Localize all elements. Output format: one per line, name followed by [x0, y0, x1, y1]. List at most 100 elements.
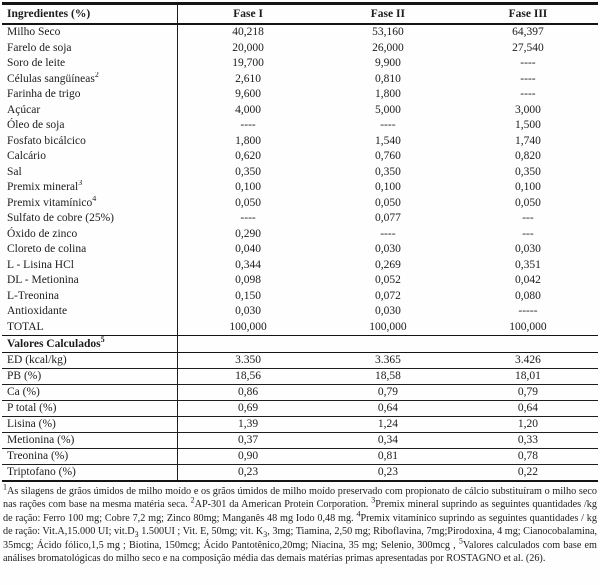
- table-row: DL - Metionina 0,098 0,052 0,042: [2, 273, 598, 289]
- cell-value: 0,351: [515, 258, 541, 271]
- cell-value: 0,030: [374, 305, 401, 317]
- cell-value: 0,072: [374, 289, 401, 302]
- table-footnotes: 1As silagens de grãos úmidos de milho mo…: [3, 482, 598, 565]
- row-label: Células sangüíneas2: [2, 71, 179, 87]
- row-label: DL - Metionina: [2, 273, 179, 289]
- cell-value: 1,24: [377, 418, 398, 430]
- cell-value: 3.426: [515, 354, 541, 366]
- row-label: Premix mineral3: [2, 180, 179, 196]
- table-row: Antioxidante 0,030 0,030 -----: [2, 304, 598, 320]
- table-row: Cloreto de colina 0,040 0,030 0,030: [2, 242, 598, 258]
- footnote-marker-4: 4: [92, 195, 97, 203]
- table-row: Triptofano (%) 0,23 0,23 0,22: [2, 464, 598, 481]
- cell-value: 0,37: [238, 434, 259, 446]
- table-row: Premix mineral3 0,100 0,100 0,100: [2, 180, 598, 196]
- footnote-superscript-2: 2: [190, 496, 195, 506]
- table-header: Ingredientes (%) Fase I Fase II Fase III: [2, 3, 598, 24]
- table-row: L-Treonina 0,150 0,072 0,080: [2, 288, 598, 304]
- row-label: Ca (%): [2, 384, 179, 401]
- table-row: Células sangüíneas2 2,610 0,810 ----: [2, 71, 598, 87]
- cell-value: 0,760: [374, 150, 401, 162]
- footnote-superscript-1: 1: [3, 482, 7, 492]
- cell-value: 18,56: [235, 370, 262, 382]
- cell-value: 0,052: [374, 274, 401, 286]
- cell-value: ----: [380, 227, 396, 240]
- empty-cell: [458, 336, 598, 353]
- table-row: Premix vitamínico4 0,050 0,050 0,050: [2, 195, 598, 211]
- table-row: Metionina (%) 0,37 0,34 0,33: [2, 432, 598, 449]
- cell-value: 53,160: [372, 26, 404, 38]
- cell-value: 0,030: [235, 305, 262, 317]
- table-row: Farelo de soja 20,000 26,000 27,540: [2, 40, 598, 56]
- cell-value: 1,500: [515, 119, 541, 131]
- row-label: P total (%): [2, 400, 179, 417]
- row-label: L - Lisina HCl: [2, 257, 179, 273]
- row-label: Triptofano (%): [2, 464, 179, 481]
- table-row: Óleo de soja ---- ---- 1,500: [2, 118, 598, 134]
- cell-value: 0,22: [517, 466, 539, 478]
- cell-value: 0,040: [235, 243, 262, 255]
- table-row: P total (%) 0,69 0,64 0,64: [2, 400, 598, 417]
- cell-value: 5,000: [374, 103, 401, 116]
- footnote-subscript-3: 3: [263, 530, 268, 540]
- table-row: Calcário 0,620 0,760 0,820: [2, 149, 598, 165]
- cell-value: 100,000: [369, 320, 407, 333]
- cell-value: 3.350: [235, 354, 262, 366]
- col-header-fase-1: Fase I: [233, 8, 263, 20]
- table-row: Ca (%) 0,86 0,79 0,79: [2, 384, 598, 401]
- row-label: Óleo de soja: [2, 118, 179, 134]
- cell-value: 0,042: [515, 274, 541, 286]
- calculated-values-rows: ED (kcal/kg) 3.350 3.365 3.426 PB (%) 18,56 18…: [2, 352, 598, 481]
- cell-value: 0,90: [238, 450, 259, 462]
- table-row: Açúcar 4,000 5,000 3,000: [2, 102, 598, 118]
- cell-value: 0,098: [235, 274, 262, 286]
- cell-value: 0,100: [515, 181, 541, 193]
- cell-value: 0,050: [515, 196, 541, 209]
- footnote-subscript-3: 3: [134, 530, 139, 540]
- cell-value: ----: [520, 72, 536, 85]
- col-header-ingredientes: Ingredientes (%): [2, 3, 179, 24]
- row-label: Fosfato bicálcico: [2, 133, 179, 149]
- row-label: Antioxidante: [2, 304, 179, 320]
- empty-cell: [178, 336, 318, 353]
- cell-value: 0,050: [374, 196, 401, 209]
- cell-value: 0,620: [235, 150, 262, 162]
- footnote-marker-5: 5: [100, 335, 105, 345]
- row-label: Farinha de trigo: [2, 87, 179, 103]
- cell-value: 0,64: [377, 402, 398, 414]
- row-label: Milho Seco: [2, 24, 179, 41]
- cell-value: ----: [240, 119, 256, 131]
- footnote-superscript-4: 4: [356, 509, 361, 519]
- row-label: Sulfato de cobre (25%): [2, 211, 179, 227]
- table-row: Soro de leite 19,700 9,900 ----: [2, 56, 598, 72]
- cell-value: 20,000: [232, 41, 264, 54]
- table-row: Óxido de zinco 0,290 ---- ---: [2, 226, 598, 242]
- cell-value: 0,030: [374, 243, 401, 255]
- cell-value: 0,077: [374, 212, 401, 224]
- row-label: Sal: [2, 164, 179, 180]
- cell-value: 0,290: [235, 227, 262, 240]
- cell-value: 2,610: [235, 72, 262, 85]
- cell-value: 0,79: [377, 386, 398, 398]
- row-label: Açúcar: [2, 102, 179, 118]
- cell-value: 0,350: [515, 165, 541, 178]
- cell-value: 3,000: [515, 103, 541, 116]
- cell-value: 27,540: [512, 41, 544, 54]
- row-label: Farelo de soja: [2, 40, 179, 56]
- cell-value: 0,34: [377, 434, 398, 446]
- cell-value: 0,23: [377, 466, 398, 478]
- table-row: TOTAL 100,000 100,000 100,000: [2, 319, 598, 336]
- cell-value: 40,218: [232, 26, 264, 38]
- cell-value: 64,397: [512, 26, 544, 38]
- table-row: ED (kcal/kg) 3.350 3.365 3.426: [2, 352, 598, 369]
- row-label: TOTAL: [2, 319, 179, 336]
- table-row: Lisina (%) 1,39 1,24 1,20: [2, 416, 598, 433]
- cell-value: ---: [522, 227, 534, 240]
- table-row: Fosfato bicálcico 1,800 1,540 1,740: [2, 133, 598, 149]
- footnote-superscript-5: 5: [458, 536, 463, 546]
- table-row: PB (%) 18,56 18,58 18,01: [2, 368, 598, 385]
- row-label: Soro de leite: [2, 56, 179, 72]
- cell-value: 0,150: [235, 289, 262, 302]
- cell-value: -----: [518, 305, 538, 317]
